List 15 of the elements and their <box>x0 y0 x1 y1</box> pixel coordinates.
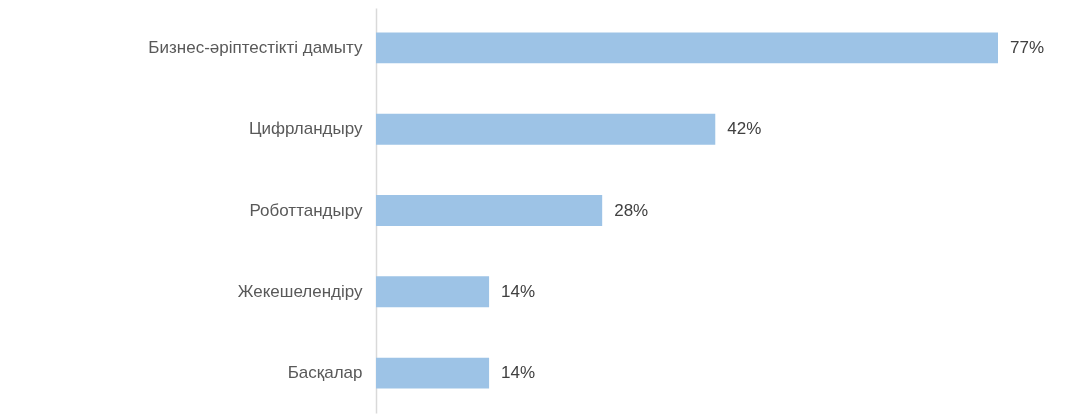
bar <box>376 357 490 389</box>
y-tick-label: Цифрландыру <box>248 119 363 139</box>
y-tick-label: Басқалар <box>287 363 363 383</box>
data-label: 42% <box>727 119 762 139</box>
data-label: 28% <box>614 200 649 220</box>
y-tick-label: Бизнес-әріптестікті дамыту <box>148 37 363 57</box>
bar <box>376 276 490 308</box>
data-label: 77% <box>1010 37 1045 57</box>
y-tick-label: Роботтандыру <box>249 200 363 220</box>
bar <box>376 113 716 145</box>
bar <box>376 195 603 226</box>
bar <box>376 32 998 64</box>
data-label: 14% <box>501 281 536 301</box>
data-label: 14% <box>501 363 536 383</box>
y-tick-label: Жекешелендіру <box>237 281 363 301</box>
